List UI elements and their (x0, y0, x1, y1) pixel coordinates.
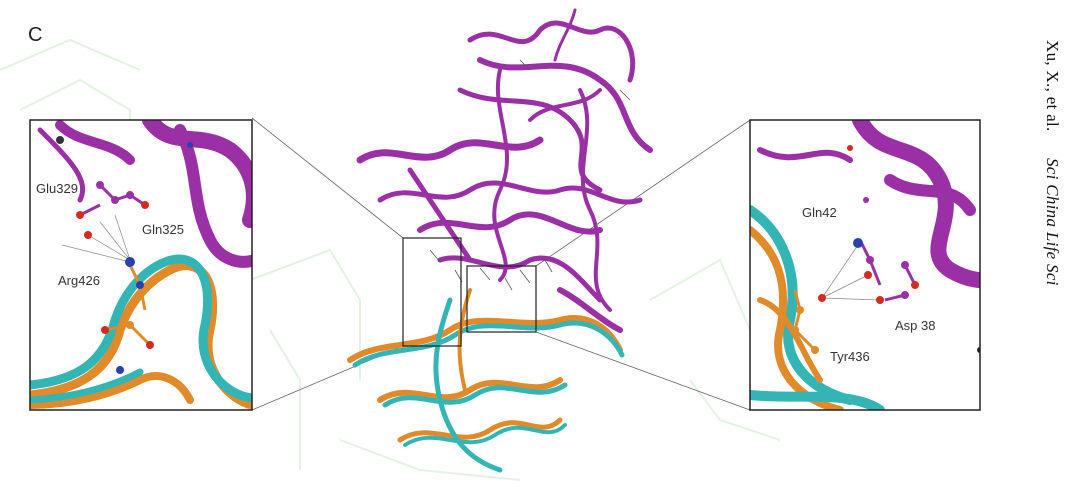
residue-label-glu329: Glu329 (36, 181, 78, 196)
citation-journal: Sci China Life Sci (1043, 158, 1062, 286)
residue-label-asp38: Asp 38 (895, 318, 935, 333)
ace2-ribbon (356, 8, 653, 333)
residue-label-tyr436: Tyr436 (830, 349, 870, 364)
panel-label: C (28, 24, 43, 46)
residue-label-arg426: Arg426 (58, 273, 100, 288)
right-zoom-box (466, 265, 537, 333)
citation-authors: Xu, X., et al. (1043, 40, 1062, 132)
ace2-sticks (429, 59, 631, 291)
right-inset: Gln42 Asp 38 Tyr436 (749, 119, 981, 411)
left-inset: Glu329 Gln325 Arg426 (29, 119, 253, 411)
citation: Xu, X., et al. Sci China Life Sci (1042, 40, 1062, 286)
residue-label-gln325: Gln325 (142, 222, 184, 237)
left-zoom-box (402, 237, 462, 347)
residue-label-gln42: Gln42 (802, 205, 837, 220)
background-watermark (0, 38, 781, 481)
rbd-ribbon (347, 288, 625, 473)
zoom-connector-lines (251, 117, 751, 411)
